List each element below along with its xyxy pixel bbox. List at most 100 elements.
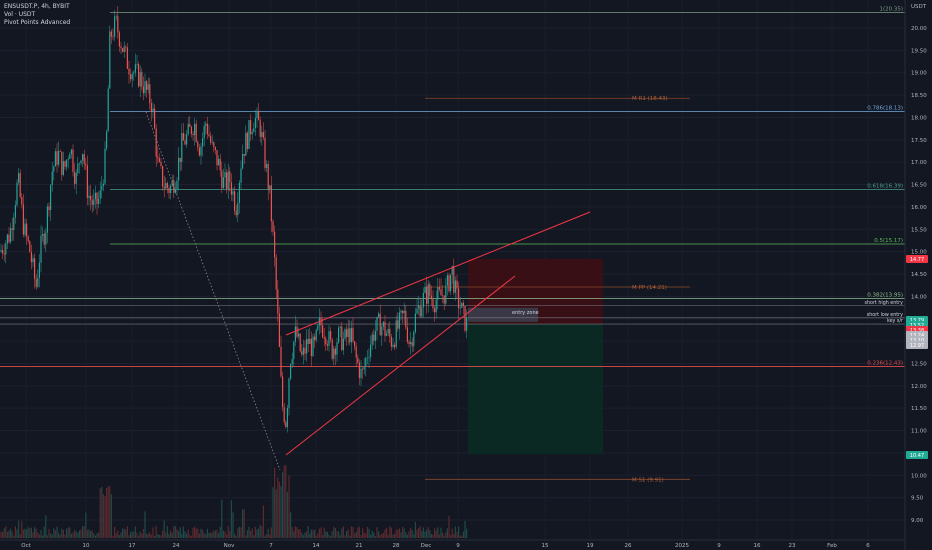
volume-bar [299, 529, 301, 538]
volume-bar [18, 520, 20, 538]
volume-bar [50, 533, 52, 538]
candle-body [122, 48, 124, 52]
candle-body [144, 81, 146, 94]
candle-body [408, 341, 410, 345]
volume-bar [74, 529, 76, 538]
volume-bar [426, 529, 428, 538]
volume-bar [93, 533, 95, 538]
candle-body [280, 346, 282, 377]
volume-bar [0, 531, 2, 538]
candle-body [171, 180, 173, 186]
candle-body [93, 199, 95, 205]
y-tick-label: 11.00 [911, 429, 927, 435]
volume-bar [254, 526, 256, 538]
candle-body [213, 142, 215, 148]
volume-bar [352, 527, 354, 538]
candle-body [107, 88, 109, 132]
candle-body [195, 123, 197, 142]
candle-body [432, 298, 434, 309]
symbol-line[interactable]: ENSUSDT.P, 4h, BYBIT [4, 3, 70, 10]
volume-bar [445, 532, 447, 538]
volume-bar [176, 529, 178, 538]
candle-body [424, 287, 426, 293]
horizontal-level-label: key s/r [887, 318, 903, 324]
candle-body [48, 206, 50, 211]
volume-bar [306, 530, 308, 538]
volume-bar [339, 535, 341, 538]
candle-body [162, 166, 164, 187]
volume-bar [371, 530, 373, 538]
candle-body [242, 153, 244, 169]
pivot-indicator-label[interactable]: Pivot Points Advanced [4, 19, 71, 26]
candle-body [224, 172, 226, 178]
volume-bar [213, 530, 215, 538]
volume-bar [245, 535, 247, 538]
volume-bar [221, 499, 223, 538]
price-badge [906, 255, 928, 263]
volume-bar [238, 526, 240, 538]
candle-body [277, 289, 279, 314]
volume-bar [419, 526, 421, 538]
volume-bar [317, 533, 319, 538]
candle-body [219, 158, 221, 171]
candle-body [453, 266, 455, 293]
candle-body [384, 321, 386, 336]
candle-body [61, 151, 63, 175]
volume-bar [315, 535, 317, 538]
candle-body [238, 182, 240, 204]
candle-body [256, 110, 258, 118]
volume-bar [13, 535, 15, 538]
candle-body [42, 233, 44, 236]
volume-bar [381, 533, 383, 538]
candle-body [152, 108, 154, 112]
take-profit-zone [468, 324, 603, 455]
volume-indicator-label[interactable]: Vol · USDT [4, 11, 36, 18]
candle-body [394, 344, 396, 347]
volume-bar [360, 535, 362, 538]
candle-body [464, 305, 466, 331]
volume-bar [387, 535, 389, 538]
candle-body [355, 346, 357, 358]
fib-label: 0.786(18.13) [867, 106, 903, 112]
x-tick-label: Feb [827, 543, 837, 549]
candle-body [440, 289, 442, 296]
y-tick-label: 18.00 [911, 115, 927, 121]
candle-body [328, 331, 330, 346]
volume-bar [29, 527, 31, 538]
candle-body [307, 339, 309, 344]
volume-bar [346, 531, 348, 538]
volume-bar [277, 477, 279, 538]
volume-bar [448, 515, 450, 538]
volume-bar [198, 533, 200, 538]
volume-bar [338, 531, 340, 538]
candle-body [376, 317, 378, 331]
candle-body [302, 347, 304, 355]
candle-body [466, 317, 468, 331]
volume-bar [66, 528, 68, 538]
candle-body [414, 313, 416, 332]
candle-body [234, 191, 236, 211]
volume-bar [24, 528, 26, 538]
volume-bar [283, 465, 285, 538]
volume-bar [192, 527, 194, 538]
candle-body [445, 285, 447, 304]
candle-body [334, 348, 336, 355]
candle-body [19, 173, 21, 197]
candle-body [208, 134, 210, 137]
candle-body [149, 84, 151, 104]
volume-bar [149, 532, 151, 538]
candle-body [379, 313, 381, 336]
candles [0, 6, 468, 433]
candle-body [299, 333, 301, 352]
x-tick-label: 16 [754, 543, 761, 549]
volume-bar [120, 532, 122, 538]
candle-body [413, 331, 415, 347]
candle-body [88, 195, 90, 198]
candle-body [426, 287, 428, 304]
volume-bar [314, 529, 316, 538]
candle-body [16, 182, 18, 206]
volume-bar [64, 534, 66, 538]
candle-body [442, 295, 444, 296]
candle-body [333, 348, 335, 359]
